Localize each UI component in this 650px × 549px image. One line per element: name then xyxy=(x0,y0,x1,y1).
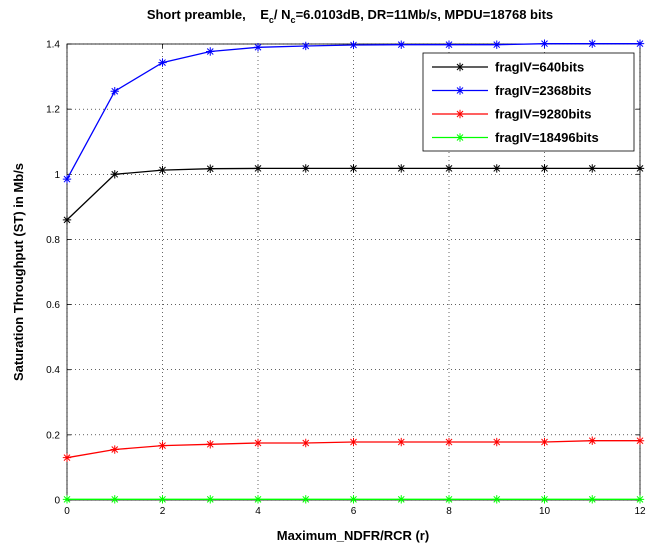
y-tick-label: 1.2 xyxy=(46,105,60,116)
data-point-marker xyxy=(397,40,406,49)
data-point-marker xyxy=(62,453,72,462)
data-point-marker xyxy=(444,437,454,447)
y-tick-label: 0.6 xyxy=(46,300,60,311)
y-tick-label: 0.2 xyxy=(46,430,60,441)
data-point-marker xyxy=(635,164,645,173)
data-point-marker xyxy=(62,215,72,225)
data-point-marker xyxy=(540,437,549,447)
y-tick-label: 0.8 xyxy=(46,235,60,246)
data-point-marker xyxy=(444,164,454,173)
data-point-marker xyxy=(62,495,72,504)
data-point-marker xyxy=(158,165,167,175)
x-tick-label: 10 xyxy=(539,506,551,517)
data-point-marker xyxy=(349,437,358,447)
legend-entry: fragIV=2368bits xyxy=(432,83,591,98)
data-point-marker xyxy=(540,164,549,173)
data-point-marker xyxy=(110,170,119,179)
x-axis-title: Maximum_NDFR/RCR (r) xyxy=(277,528,429,543)
legend: fragIV=640bits fragIV=2368bits fragIV=9280… xyxy=(422,52,635,152)
data-point-marker xyxy=(206,440,215,449)
data-point-marker xyxy=(301,438,310,448)
data-point-marker xyxy=(301,495,310,504)
data-point-marker xyxy=(397,437,406,447)
data-point-marker xyxy=(349,164,358,173)
x-tick-label: 4 xyxy=(255,506,261,517)
data-point-marker xyxy=(540,39,549,48)
y-axis-title: Saturation Throughput (ST) in Mb/s xyxy=(11,163,26,381)
data-point-marker xyxy=(455,86,465,95)
data-point-marker xyxy=(253,164,263,173)
legend-label: fragIV=18496bits xyxy=(495,130,599,145)
data-point-marker xyxy=(492,437,501,447)
data-point-marker xyxy=(158,495,167,504)
data-point-marker xyxy=(206,47,215,56)
data-point-marker xyxy=(349,40,358,50)
series-1 xyxy=(62,39,645,184)
x-tick-label: 0 xyxy=(64,506,70,517)
x-tick-label: 2 xyxy=(160,506,166,517)
legend-entry: fragIV=18496bits xyxy=(432,130,599,145)
y-tick-label: 1.4 xyxy=(46,40,60,51)
data-point-marker xyxy=(588,495,597,504)
x-tick-label: 12 xyxy=(634,506,646,517)
data-point-marker xyxy=(206,495,215,504)
data-point-marker xyxy=(301,164,310,173)
data-point-marker xyxy=(206,164,215,173)
y-tick-label: 0 xyxy=(54,496,60,507)
data-point-marker xyxy=(301,41,310,51)
legend-entry: fragIV=640bits xyxy=(432,60,584,75)
series-2 xyxy=(62,436,645,462)
chart-title: Short preamble, Ec/ Nc=6.0103dB, DR=11Mb… xyxy=(147,7,553,25)
data-point-marker xyxy=(455,109,465,119)
series xyxy=(62,39,645,504)
legend-label: fragIV=2368bits xyxy=(495,83,591,98)
data-point-marker xyxy=(635,39,645,48)
x-tick-label: 6 xyxy=(351,506,357,517)
data-point-marker xyxy=(110,495,119,504)
x-tick-label: 8 xyxy=(446,506,452,517)
y-tick-label: 0.4 xyxy=(46,365,60,376)
legend-entry: fragIV=9280bits xyxy=(432,107,591,122)
data-point-marker xyxy=(540,495,549,504)
data-point-marker xyxy=(444,495,454,504)
data-point-marker xyxy=(588,164,597,173)
data-point-marker xyxy=(635,495,645,504)
data-point-marker xyxy=(455,133,465,142)
data-point-marker xyxy=(253,43,263,52)
data-point-marker xyxy=(158,441,167,450)
data-point-marker xyxy=(492,164,501,173)
data-point-marker xyxy=(455,62,465,72)
data-point-marker xyxy=(110,87,119,96)
data-point-marker xyxy=(588,39,597,48)
data-point-marker xyxy=(635,436,645,445)
data-point-marker xyxy=(397,495,406,504)
legend-label: fragIV=640bits xyxy=(495,60,584,75)
data-point-marker xyxy=(62,174,72,184)
data-point-marker xyxy=(253,438,263,448)
legend-label: fragIV=9280bits xyxy=(495,107,591,122)
y-tick-label: 1 xyxy=(54,170,60,181)
series-0 xyxy=(62,164,645,225)
data-point-marker xyxy=(110,445,119,454)
data-point-marker xyxy=(253,495,263,504)
data-point-marker xyxy=(158,58,167,67)
series-3 xyxy=(62,495,645,504)
data-point-marker xyxy=(492,40,501,49)
data-point-marker xyxy=(444,40,454,49)
data-point-marker xyxy=(492,495,501,504)
data-point-marker xyxy=(349,495,358,504)
data-point-marker xyxy=(588,436,597,445)
data-point-marker xyxy=(397,164,406,173)
